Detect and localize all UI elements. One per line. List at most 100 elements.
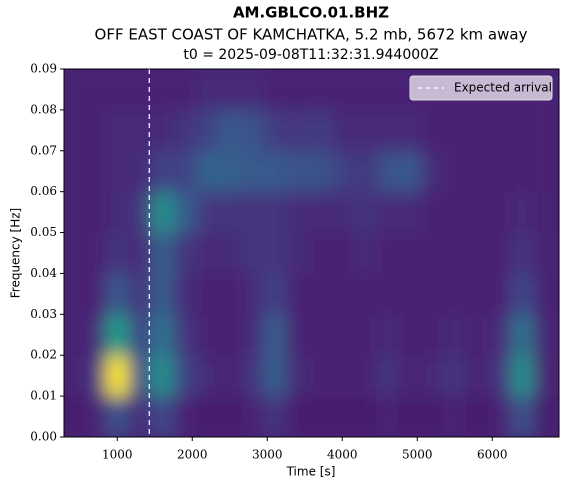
heat-cell (241, 191, 264, 234)
y-tick-label: 0.02 (30, 348, 57, 362)
heat-cell (128, 396, 152, 437)
heat-cell (376, 109, 399, 152)
heat-cell (128, 150, 152, 193)
legend: Expected arrival (409, 75, 553, 101)
heat-cell (286, 191, 309, 234)
plot-area (64, 69, 559, 437)
heat-cell (533, 191, 557, 234)
heat-cell (263, 109, 287, 152)
heat-cell (64, 273, 84, 315)
heat-cell (466, 150, 489, 193)
heat-cell (511, 150, 534, 193)
heat-cell (488, 232, 512, 274)
heat-cell (218, 232, 242, 274)
heat-cell (241, 355, 264, 397)
heat-cell (218, 150, 242, 193)
heat-cell (173, 355, 197, 397)
plot-frame (63, 68, 560, 438)
heat-cell (376, 69, 399, 111)
heat-cell (421, 314, 444, 356)
heat-cell (83, 69, 107, 111)
heat-cell (443, 232, 467, 274)
heat-cell (151, 69, 174, 111)
heat-cell (286, 273, 309, 315)
x-tick-label: 2000 (177, 448, 208, 462)
heat-cell (421, 191, 444, 234)
heat-cell (263, 355, 287, 397)
heat-cell (241, 150, 264, 193)
heat-cell (331, 150, 354, 193)
heat-cell (64, 191, 84, 234)
heat-cell (83, 396, 107, 437)
heat-cell (331, 355, 354, 397)
heat-cell (421, 355, 444, 397)
heat-cell (128, 314, 152, 356)
heat-cell (83, 273, 107, 315)
heat-cell (218, 355, 242, 397)
heat-cell (64, 109, 84, 152)
heat-cell (218, 273, 242, 315)
heat-cell (241, 232, 264, 274)
heat-cell (173, 191, 197, 234)
heat-cell (263, 69, 287, 111)
heat-cell (151, 150, 174, 193)
heat-cell (106, 355, 129, 397)
heat-cell (151, 191, 174, 234)
heat-cell (376, 314, 399, 356)
heat-cell (83, 191, 107, 234)
heat-cell (376, 355, 399, 397)
heat-cell (331, 396, 354, 437)
heat-cell (106, 191, 129, 234)
heat-cell (308, 109, 332, 152)
heat-cell (511, 396, 534, 437)
chart-subtitle: OFF EAST COAST OF KAMCHATKA, 5.2 mb, 567… (95, 26, 528, 44)
heat-cell (353, 232, 377, 274)
heat-cell (533, 396, 557, 437)
heat-cell (106, 396, 129, 437)
heat-cell (353, 396, 377, 437)
heat-cell (443, 273, 467, 315)
heat-cell (533, 314, 557, 356)
heat-cell (511, 314, 534, 356)
heat-cell (263, 314, 287, 356)
heat-cell (64, 232, 84, 274)
heat-cell (308, 355, 332, 397)
heat-cell (488, 191, 512, 234)
heat-cell (443, 314, 467, 356)
x-tick-label: 1000 (102, 448, 133, 462)
heat-cell (128, 191, 152, 234)
heat-cell (398, 314, 422, 356)
heat-cell (196, 191, 219, 234)
heat-cell (488, 396, 512, 437)
heat-cell (331, 314, 354, 356)
heat-cell (128, 273, 152, 315)
heat-cell (533, 150, 557, 193)
y-tick-label: 0.09 (30, 62, 57, 76)
heat-cell (308, 232, 332, 274)
x-axis-label: Time [s] (286, 465, 336, 479)
y-tick-label: 0.04 (30, 266, 57, 280)
heat-cell (421, 396, 444, 437)
heat-cell (511, 355, 534, 397)
heat-cell (106, 273, 129, 315)
y-axis-label: Frequency [Hz] (9, 208, 23, 299)
heat-cell (83, 314, 107, 356)
heat-cell (218, 396, 242, 437)
heat-cell (286, 355, 309, 397)
legend-label: Expected arrival (454, 81, 552, 95)
heat-cell (308, 396, 332, 437)
heat-cell (353, 109, 377, 152)
heat-cell (488, 150, 512, 193)
heat-cell (398, 273, 422, 315)
heat-cell (173, 314, 197, 356)
legend-box (409, 75, 553, 101)
heat-cell (398, 355, 422, 397)
heat-cell (398, 191, 422, 234)
heat-cell (151, 355, 174, 397)
heat-cell (241, 69, 264, 111)
heat-cell (308, 314, 332, 356)
heat-cell (286, 150, 309, 193)
heat-cell (376, 273, 399, 315)
heat-cell (353, 150, 377, 193)
heat-cell (376, 191, 399, 234)
